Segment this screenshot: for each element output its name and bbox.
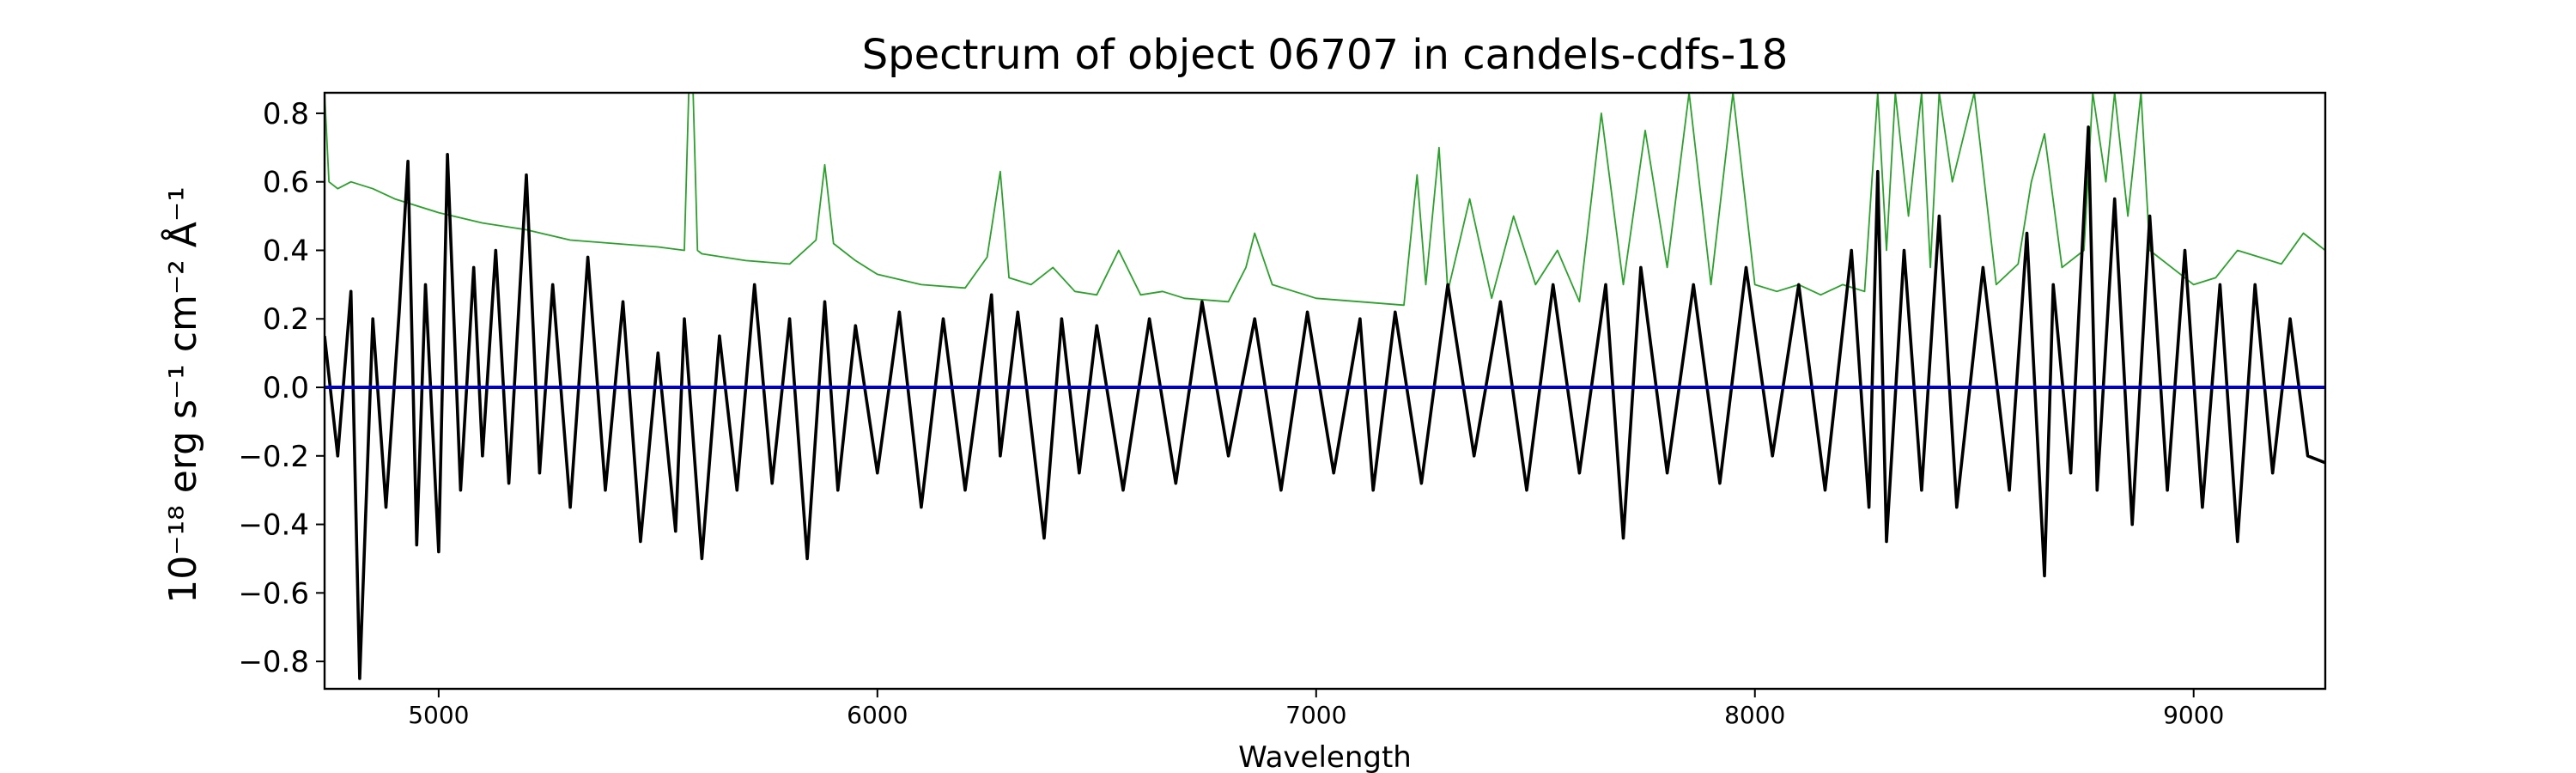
- x-tick-label: 5000: [408, 701, 469, 729]
- x-tick-label: 7000: [1285, 701, 1346, 729]
- plot-frame: [323, 91, 2327, 691]
- x-axis-label: Wavelength: [1238, 740, 1412, 773]
- y-tick-label: 0.6: [263, 166, 309, 200]
- chart-title: Spectrum of object 06707 in candels-cdfs…: [862, 31, 1789, 79]
- y-tick-label: −0.4: [238, 508, 309, 543]
- x-tick-label: 9000: [2163, 701, 2224, 729]
- y-tick-label: 0.8: [263, 97, 309, 131]
- series-group: [325, 93, 2325, 680]
- y-tick-label: −0.2: [238, 440, 309, 474]
- x-tick-label: 8000: [1724, 701, 1785, 729]
- y-tick-label: 0.2: [263, 302, 309, 337]
- plot-area: 5000 6000 7000 8000 9000 −0.8 −0.6 −0.4 −0.2 0.0 0…: [238, 91, 2327, 729]
- y-tick-label: 0.0: [263, 371, 309, 405]
- y-tick-label: −0.8: [238, 645, 309, 679]
- x-tick-label: 6000: [847, 701, 908, 729]
- y-axis-label: 10⁻¹⁸ erg s⁻¹ cm⁻² Å⁻¹: [160, 186, 205, 603]
- y-tick-label: 0.4: [263, 234, 309, 268]
- series-line-flux: [325, 125, 2325, 680]
- y-tick-label: −0.6: [238, 576, 309, 611]
